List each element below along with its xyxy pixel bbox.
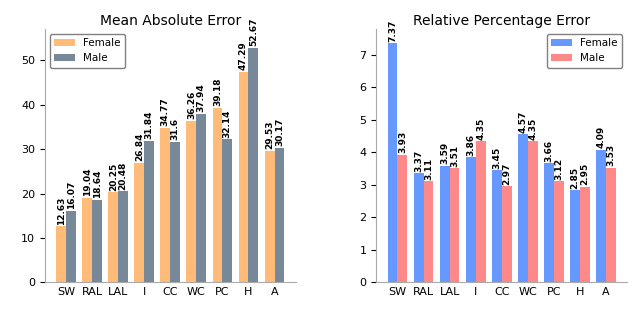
Bar xyxy=(440,166,449,282)
Bar xyxy=(275,148,284,282)
Bar xyxy=(596,150,606,282)
Bar xyxy=(144,141,154,282)
Text: 29.53: 29.53 xyxy=(265,121,274,149)
Bar xyxy=(466,157,476,282)
Text: 36.26: 36.26 xyxy=(187,91,196,119)
Bar xyxy=(528,141,538,282)
Legend: Female, Male: Female, Male xyxy=(50,34,125,68)
Title: Relative Percentage Error: Relative Percentage Error xyxy=(413,14,590,28)
Bar xyxy=(239,72,248,282)
Text: 32.14: 32.14 xyxy=(223,109,232,138)
Text: 20.25: 20.25 xyxy=(109,162,118,191)
Text: 20.48: 20.48 xyxy=(118,161,127,190)
Text: 47.29: 47.29 xyxy=(239,41,248,70)
Bar xyxy=(161,128,170,282)
Text: 12.63: 12.63 xyxy=(57,196,66,224)
Text: 16.07: 16.07 xyxy=(67,181,76,209)
Text: 34.77: 34.77 xyxy=(161,97,170,126)
Bar xyxy=(83,198,92,282)
Bar xyxy=(248,48,259,282)
Bar xyxy=(570,190,580,282)
Text: 4.57: 4.57 xyxy=(518,110,527,133)
Bar xyxy=(544,163,554,282)
Bar xyxy=(413,173,424,282)
Text: 7.37: 7.37 xyxy=(388,19,397,41)
Text: 39.18: 39.18 xyxy=(213,78,222,106)
Legend: Female, Male: Female, Male xyxy=(547,34,622,68)
Bar xyxy=(580,187,589,282)
Text: 2.85: 2.85 xyxy=(570,166,579,188)
Bar xyxy=(223,140,232,282)
Text: 3.45: 3.45 xyxy=(492,147,501,169)
Text: 3.53: 3.53 xyxy=(606,144,615,166)
Text: 4.09: 4.09 xyxy=(596,126,605,148)
Text: 3.59: 3.59 xyxy=(440,142,449,164)
Bar xyxy=(606,168,616,282)
Bar xyxy=(502,186,511,282)
Text: 4.35: 4.35 xyxy=(476,117,485,140)
Bar xyxy=(66,211,76,282)
Bar xyxy=(186,121,196,282)
Bar xyxy=(449,168,460,282)
Text: 4.35: 4.35 xyxy=(528,117,537,140)
Bar xyxy=(118,191,128,282)
Text: 2.97: 2.97 xyxy=(502,162,511,185)
Bar xyxy=(196,114,206,282)
Text: 2.95: 2.95 xyxy=(580,163,589,185)
Text: 3.37: 3.37 xyxy=(414,149,423,172)
Title: Mean Absolute Error: Mean Absolute Error xyxy=(100,14,241,28)
Bar xyxy=(134,163,144,282)
Text: 26.84: 26.84 xyxy=(135,133,144,161)
Text: 3.66: 3.66 xyxy=(545,140,554,162)
Text: 3.86: 3.86 xyxy=(466,134,475,156)
Bar xyxy=(92,200,102,282)
Text: 31.6: 31.6 xyxy=(171,118,180,140)
Text: 3.11: 3.11 xyxy=(424,158,433,180)
Text: 3.93: 3.93 xyxy=(398,131,407,153)
Text: 30.17: 30.17 xyxy=(275,118,284,146)
Bar xyxy=(492,170,502,282)
Bar xyxy=(108,192,118,282)
Bar xyxy=(476,141,486,282)
Bar xyxy=(388,43,397,282)
Bar xyxy=(554,181,564,282)
Text: 3.12: 3.12 xyxy=(554,158,563,180)
Bar xyxy=(56,226,66,282)
Text: 52.67: 52.67 xyxy=(249,18,258,46)
Text: 37.94: 37.94 xyxy=(197,83,206,112)
Bar xyxy=(264,151,275,282)
Bar xyxy=(397,155,408,282)
Bar xyxy=(424,181,433,282)
Bar xyxy=(518,134,528,282)
Bar xyxy=(212,108,223,282)
Text: 18.64: 18.64 xyxy=(93,169,102,198)
Bar xyxy=(170,142,180,282)
Text: 19.04: 19.04 xyxy=(83,168,92,196)
Text: 3.51: 3.51 xyxy=(450,145,459,167)
Text: 31.84: 31.84 xyxy=(145,110,154,139)
